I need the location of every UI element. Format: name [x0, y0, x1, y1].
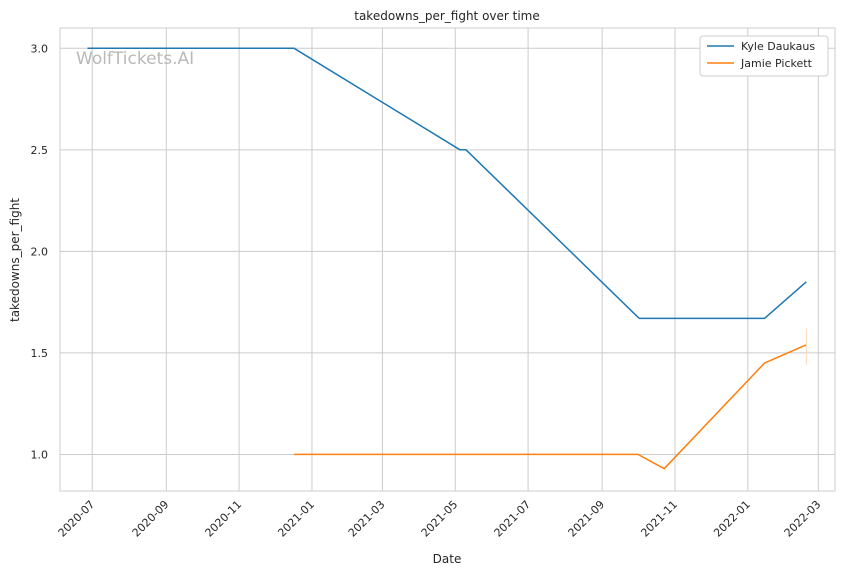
- x-tick-label: 2021-09: [566, 498, 608, 540]
- y-tick-label: 1.5: [31, 347, 49, 360]
- y-tick-label: 3.0: [31, 42, 49, 55]
- y-tick-label: 2.5: [31, 144, 49, 157]
- y-tick-label: 1.0: [31, 448, 49, 461]
- x-tick-label: 2020-07: [56, 498, 98, 540]
- legend-label: Kyle Daukaus: [741, 40, 815, 53]
- legend-label: Jamie Pickett: [740, 57, 813, 70]
- x-tick-label: 2022-03: [782, 498, 824, 540]
- x-tick-label: 2020-09: [130, 498, 172, 540]
- x-tick-label: 2021-11: [638, 498, 680, 540]
- y-axis-label: takedowns_per_fight: [8, 198, 22, 322]
- x-tick-label: 2021-07: [492, 498, 534, 540]
- x-tick-label: 2022-01: [711, 498, 753, 540]
- x-axis-label: Date: [433, 552, 462, 566]
- x-tick-label: 2020-11: [203, 498, 245, 540]
- chart-title: takedowns_per_fight over time: [354, 9, 540, 23]
- x-tick-label: 2021-05: [419, 498, 461, 540]
- watermark-text: WolfTickets.AI: [76, 49, 194, 69]
- y-tick-label: 2.0: [31, 245, 49, 258]
- x-tick-label: 2021-01: [275, 498, 317, 540]
- plot-area: [59, 27, 836, 492]
- x-tick-label: 2021-03: [346, 498, 388, 540]
- series-line-jamie-pickett: [294, 344, 807, 470]
- series-line-kyle-daukaus: [87, 47, 807, 320]
- legend: Kyle Daukaus Jamie Pickett: [699, 35, 829, 77]
